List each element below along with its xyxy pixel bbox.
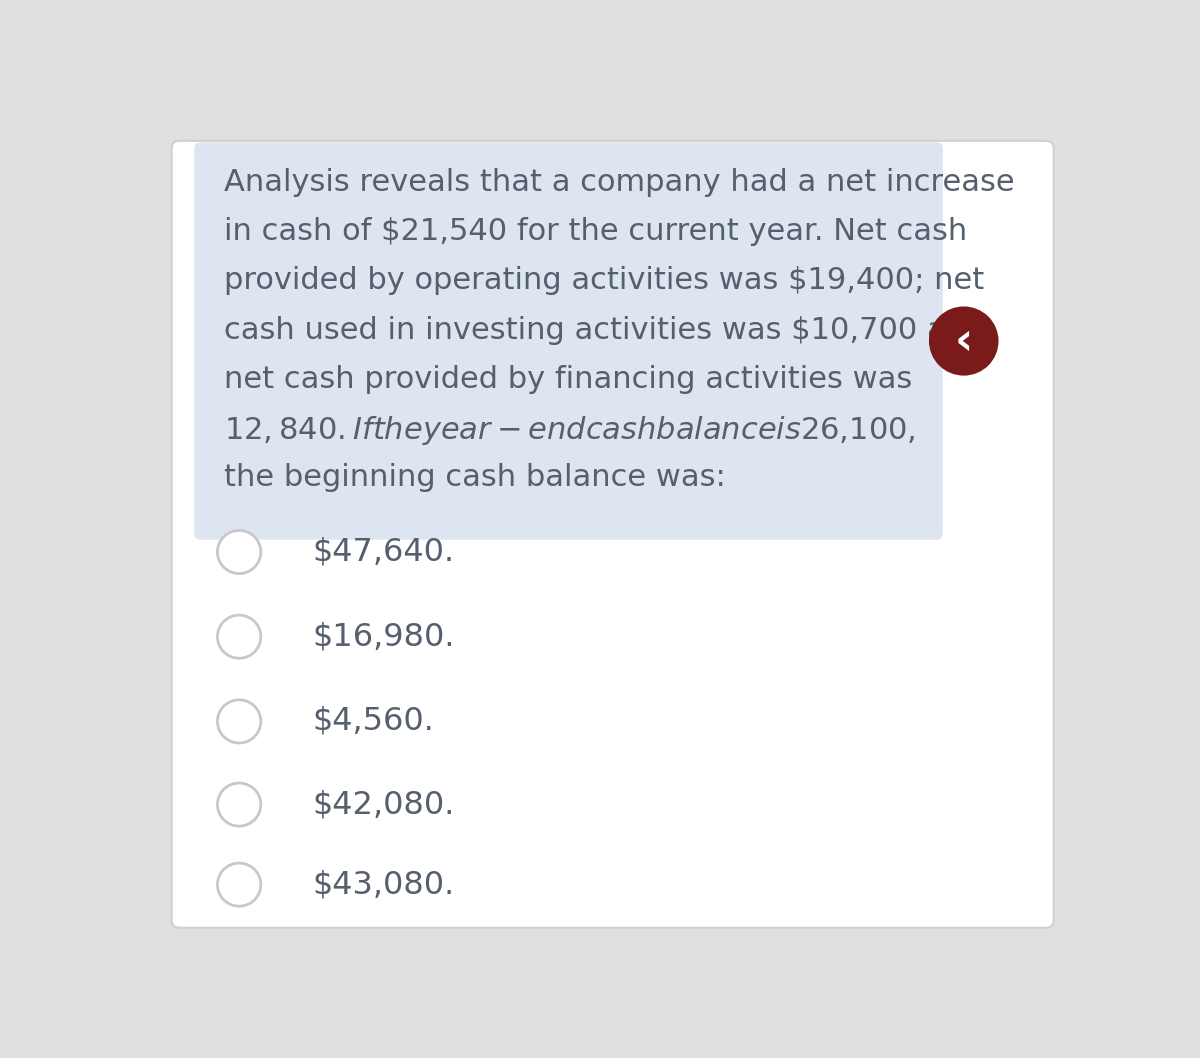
Text: ‹: ‹ <box>955 320 973 363</box>
Circle shape <box>930 307 998 375</box>
Circle shape <box>217 615 260 658</box>
Text: provided by operating activities was $19,400; net: provided by operating activities was $19… <box>223 267 984 295</box>
Text: cash used in investing activities was $10,700 and: cash used in investing activities was $1… <box>223 315 984 345</box>
Circle shape <box>217 530 260 573</box>
Circle shape <box>217 863 260 907</box>
FancyBboxPatch shape <box>194 143 943 540</box>
Circle shape <box>217 783 260 826</box>
Circle shape <box>217 699 260 743</box>
Text: $42,080.: $42,080. <box>313 789 455 820</box>
FancyBboxPatch shape <box>172 141 1054 928</box>
Text: the beginning cash balance was:: the beginning cash balance was: <box>223 463 725 492</box>
Text: net cash provided by financing activities was: net cash provided by financing activitie… <box>223 365 912 394</box>
Text: in cash of $21,540 for the current year. Net cash: in cash of $21,540 for the current year.… <box>223 217 967 247</box>
Text: $4,560.: $4,560. <box>313 706 434 737</box>
Text: $16,980.: $16,980. <box>313 621 455 652</box>
Text: $43,080.: $43,080. <box>313 869 455 900</box>
Text: $47,640.: $47,640. <box>313 536 455 567</box>
Text: Analysis reveals that a company had a net increase: Analysis reveals that a company had a ne… <box>223 168 1014 197</box>
Text: $12,840. If the year-end cash balance is $26,100,: $12,840. If the year-end cash balance is… <box>223 414 916 448</box>
